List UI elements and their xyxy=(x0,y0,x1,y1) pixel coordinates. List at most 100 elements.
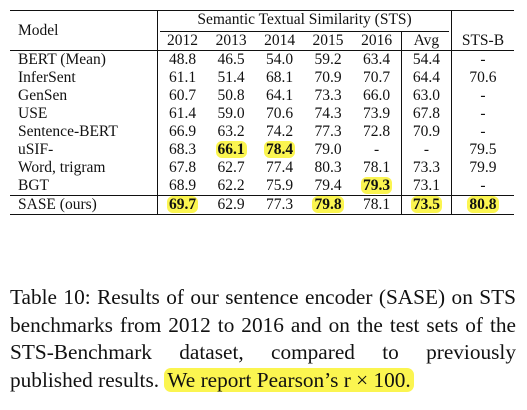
year-value-cell: 66.0 xyxy=(363,87,391,104)
highlighted-value: 69.7 xyxy=(166,196,199,213)
model-name-cell: Sentence-BERT xyxy=(18,123,118,140)
avg-header: Avg xyxy=(400,32,452,51)
table-row: uSIF- 68.3 66.1 78.4 79.0- -79.5 xyxy=(10,141,514,159)
table-row: InferSent 61.1 51.4 68.1 70.9 70.7 64.4 70.6 xyxy=(10,69,514,87)
caption-text: Table 10: Results of our sentence encode… xyxy=(10,285,516,392)
year-value-cell: 59.0 xyxy=(217,105,245,122)
year-value-cell: 79.0 xyxy=(314,141,342,158)
avg-value-cell: 70.9 xyxy=(400,123,452,141)
model-name-cell: uSIF- xyxy=(18,141,54,158)
table-row: BGT 68.9 62.2 75.9 79.4 79.3 73.1- xyxy=(10,177,514,196)
year-value-cell: 61.4 xyxy=(157,105,207,123)
highlighted-value: 66.1 xyxy=(215,141,247,158)
avg-value-cell: 67.8 xyxy=(400,105,452,123)
stsb-value-cell: - xyxy=(450,87,514,105)
year-value-cell: 70.7 xyxy=(363,69,391,86)
year-value-cell: 54.0 xyxy=(266,51,294,68)
model-column-header: Model xyxy=(18,21,59,39)
year-value-cell: 74.2 xyxy=(266,123,294,140)
year-value-cell: 79.8 xyxy=(304,196,352,215)
year-header: 2012 xyxy=(157,32,207,51)
table-body: BERT (Mean) 48.8 46.5 54.0 59.2 63.4 54.4- Infe… xyxy=(10,50,514,215)
highlighted-value: 79.3 xyxy=(361,177,393,194)
year-value-cell: 46.5 xyxy=(217,51,245,68)
year-value-cell: 68.3 xyxy=(157,141,207,159)
stsb-value-cell: - xyxy=(450,123,514,141)
year-value-cell: 75.9 xyxy=(266,177,294,194)
year-value-cell: 73.9 xyxy=(363,105,391,122)
year-value-cell: 63.4 xyxy=(363,51,391,68)
header-row-years: 2012 2013 2014 2015 2016 Avg STS-B xyxy=(10,32,514,51)
table-caption: Table 10: Results of our sentence encode… xyxy=(10,284,516,394)
model-name-cell: SASE (ours) xyxy=(18,196,97,213)
year-value-cell: 48.8 xyxy=(157,50,207,69)
year-value-cell: 67.8 xyxy=(157,159,207,177)
model-name-cell: USE xyxy=(18,105,48,122)
year-value-cell: 62.7 xyxy=(217,159,245,176)
model-name-cell: BGT xyxy=(18,177,49,194)
table-row: GenSen 60.7 50.8 64.1 73.3 66.0 63.0- xyxy=(10,87,514,105)
year-value-cell: 64.1 xyxy=(266,87,294,104)
year-value-cell: 66.9 xyxy=(157,123,207,141)
model-name-cell: InferSent xyxy=(18,69,76,86)
stsb-spacer xyxy=(450,10,514,32)
stsb-value-cell: 80.8 xyxy=(450,195,514,215)
year-value-cell: 79.4 xyxy=(314,177,342,194)
highlighted-value: 78.4 xyxy=(264,141,296,158)
model-name-cell: GenSen xyxy=(18,87,68,104)
stsb-header: STS-B xyxy=(450,32,514,51)
year-value-cell: 68.9 xyxy=(157,177,207,196)
table-row: Sentence-BERT 66.9 63.2 74.2 77.3 72.8 70.9- xyxy=(10,123,514,141)
year-value-cell: 79.3 xyxy=(352,177,401,196)
avg-value-cell: 54.4 xyxy=(400,50,452,69)
year-value-cell: 66.1 xyxy=(207,141,255,159)
table-row: Word, trigram 67.8 62.7 77.4 80.3 78.1 73.3 79.… xyxy=(10,159,514,177)
avg-value-cell: - xyxy=(400,141,452,159)
table-row: BERT (Mean) 48.8 46.5 54.0 59.2 63.4 54.4- xyxy=(10,50,514,69)
year-value-cell: 50.8 xyxy=(217,87,245,104)
year-header: 2016 xyxy=(361,32,393,49)
avg-value-cell: 64.4 xyxy=(400,69,452,87)
sts-group-label: Semantic Textual Similarity (STS) xyxy=(160,11,449,32)
results-table: Model Semantic Textual Similarity (STS) 2… xyxy=(10,10,514,215)
year-header: 2015 xyxy=(312,32,344,49)
stsb-value-cell: - xyxy=(450,177,514,196)
table-row: USE 61.4 59.0 70.6 74.3 73.9 67.8- xyxy=(10,105,514,123)
sase-row: SASE (ours) 69.7 62.9 77.3 79.8 78.1 73.5 80.8 xyxy=(10,195,514,215)
year-value-cell: 77.3 xyxy=(266,196,294,213)
avg-value-cell: 73.1 xyxy=(400,177,452,196)
year-value-cell: 78.1 xyxy=(363,196,391,213)
year-header: 2013 xyxy=(215,32,247,49)
year-value-cell: 78.4 xyxy=(255,141,303,159)
year-value-cell: - xyxy=(374,141,380,158)
stsb-value-cell: - xyxy=(450,50,514,69)
year-value-cell: 77.4 xyxy=(266,159,294,176)
year-header: 2014 xyxy=(264,32,296,49)
year-value-cell: 70.6 xyxy=(266,105,294,122)
year-value-cell: 70.9 xyxy=(314,69,342,86)
caption-highlight: We report Pearson’s r × 100. xyxy=(164,367,414,392)
year-value-cell: 69.7 xyxy=(157,195,207,215)
year-value-cell: 73.3 xyxy=(314,87,342,104)
year-value-cell: 62.2 xyxy=(217,177,245,194)
model-name-cell: BERT (Mean) xyxy=(18,51,106,68)
header-row-group: Model Semantic Textual Similarity (STS) xyxy=(10,10,514,39)
highlighted-value: 79.8 xyxy=(312,196,344,213)
year-value-cell: 78.1 xyxy=(363,159,391,176)
stsb-value-cell: 79.5 xyxy=(450,141,514,159)
year-value-cell: 59.2 xyxy=(314,51,342,68)
avg-value-cell: 73.3 xyxy=(400,159,452,177)
year-value-cell: 63.2 xyxy=(217,123,245,140)
year-value-cell: 72.8 xyxy=(363,123,391,140)
avg-value-cell: 63.0 xyxy=(400,87,452,105)
year-value-cell: 68.1 xyxy=(266,69,294,86)
stsb-value-cell: - xyxy=(450,105,514,123)
avg-value-cell: 73.5 xyxy=(400,195,452,215)
highlighted-value: 80.8 xyxy=(467,196,499,213)
sts-group-header: Semantic Textual Similarity (STS) xyxy=(157,10,452,32)
year-value-cell: 62.9 xyxy=(217,196,245,213)
year-value-cell: 61.1 xyxy=(157,69,207,87)
model-name-cell: Word, trigram xyxy=(18,159,106,176)
year-value-cell: 60.7 xyxy=(157,87,207,105)
